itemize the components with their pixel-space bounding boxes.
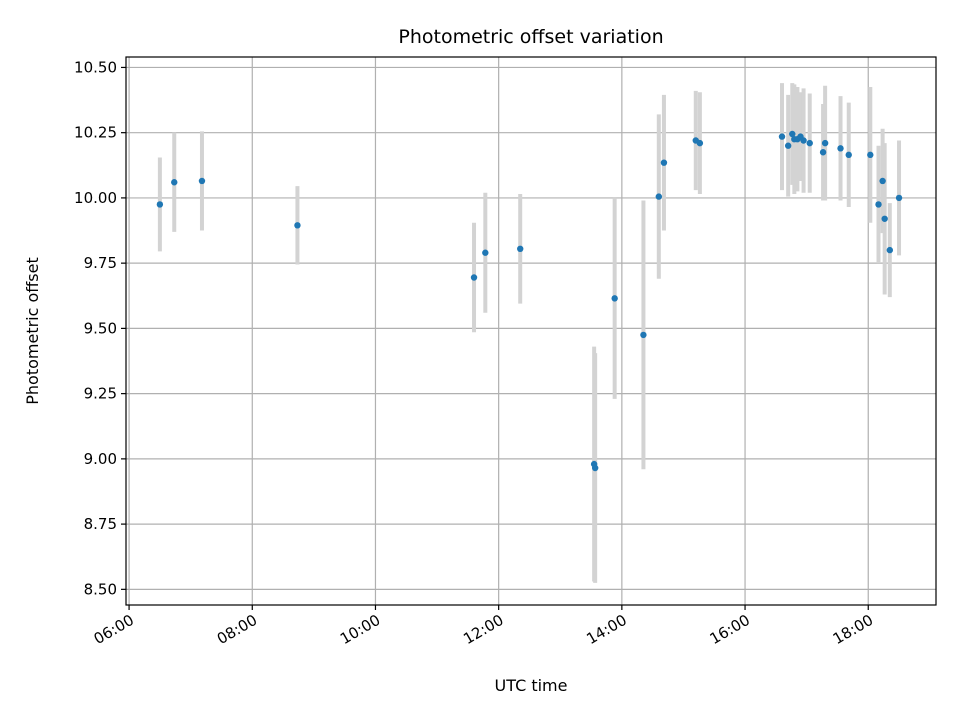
y-tick-label: 10.00 [74, 189, 117, 207]
data-point [800, 137, 807, 144]
data-point [660, 159, 668, 166]
data-point [806, 139, 813, 147]
plot-frame [125, 56, 937, 606]
y-tick-label: 10.50 [74, 58, 117, 76]
data-point [778, 133, 786, 140]
data-point [837, 145, 844, 152]
data-point [156, 201, 164, 208]
y-tick-label: 9.00 [84, 450, 117, 468]
y-tick-label: 10.25 [74, 124, 117, 142]
data-point [784, 142, 792, 149]
grid-layer [126, 57, 936, 605]
y-tick-label: 9.25 [84, 385, 117, 403]
data-point [886, 246, 894, 254]
y-axis-ticks: 8.50 8.75 9.00 9.25 9.50 9.75 10.00 10.25 10.50 [74, 58, 126, 598]
data-point [171, 179, 178, 186]
data-point [655, 193, 663, 200]
data-point [470, 274, 478, 281]
chart-title: Photometric offset variation [398, 26, 663, 48]
point-layer [156, 130, 903, 472]
y-tick-label: 8.75 [84, 515, 117, 533]
y-tick-label: 8.50 [84, 580, 117, 598]
y-axis-label: Photometric offset [23, 257, 42, 405]
y-tick-label: 9.75 [84, 254, 117, 272]
data-point [895, 194, 903, 202]
data-point [881, 215, 888, 222]
data-point [591, 464, 599, 472]
data-point [611, 295, 618, 302]
x-axis-label: UTC time [495, 676, 568, 695]
data-point [640, 331, 647, 339]
y-tick-label: 9.50 [84, 319, 117, 337]
data-point [294, 222, 301, 229]
data-point [198, 177, 206, 185]
data-point [867, 151, 874, 159]
data-point [845, 151, 852, 159]
data-point [517, 245, 524, 252]
data-point [875, 201, 882, 208]
data-point [696, 139, 704, 147]
data-point [821, 139, 829, 147]
data-point [789, 130, 796, 138]
data-point [482, 249, 489, 256]
data-point [819, 149, 827, 156]
data-point [879, 177, 886, 185]
